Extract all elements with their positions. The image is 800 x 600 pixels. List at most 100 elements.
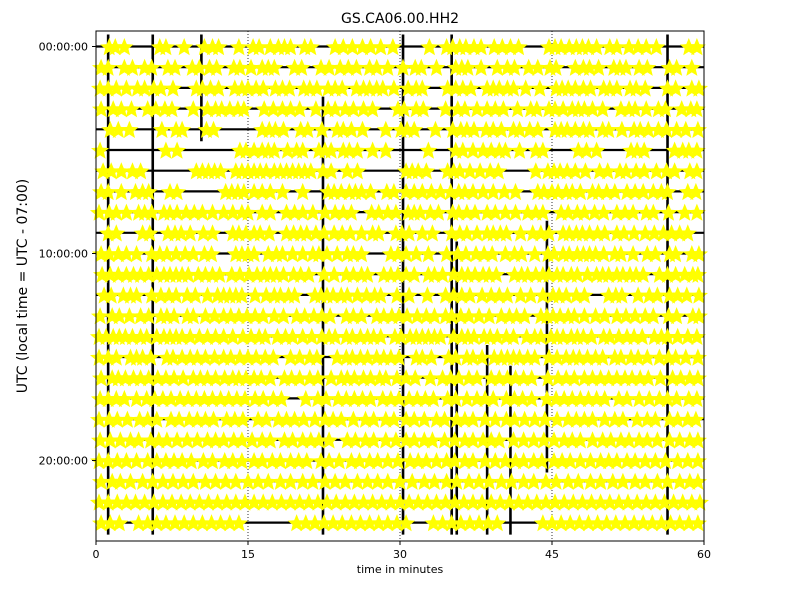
event-marker: [531, 327, 550, 345]
event-marker: [590, 162, 609, 180]
event-marker: [272, 493, 291, 511]
event-marker: [386, 431, 405, 449]
event-marker: [299, 493, 318, 511]
event-marker: [319, 100, 338, 118]
event-marker: [591, 493, 610, 511]
event-marker: [112, 100, 131, 118]
event-marker: [627, 79, 646, 97]
event-marker: [120, 307, 139, 325]
event-marker: [412, 58, 431, 76]
event-marker: [409, 452, 428, 470]
event-marker: [90, 348, 109, 366]
event-marker: [316, 203, 334, 221]
event-marker: [514, 472, 533, 490]
event-marker: [204, 120, 223, 138]
event-marker: [634, 265, 653, 283]
event-marker: [425, 307, 444, 325]
event-marker: [232, 452, 251, 470]
event-marker: [670, 472, 689, 490]
event-marker: [506, 369, 525, 387]
event-marker: [678, 224, 697, 242]
event-marker: [188, 431, 207, 449]
event-marker: [324, 286, 343, 304]
event-marker: [429, 203, 448, 221]
event-marker: [638, 410, 657, 428]
event-marker: [686, 182, 705, 201]
event-marker: [570, 514, 589, 532]
event-marker: [660, 410, 679, 428]
event-marker: [394, 58, 413, 76]
event-marker: [387, 514, 406, 532]
event-marker: [464, 327, 483, 345]
event-marker: [259, 472, 278, 490]
event-marker: [580, 120, 599, 138]
event-marker: [362, 203, 381, 221]
event-marker: [575, 100, 594, 118]
event-marker: [613, 410, 632, 428]
event-marker: [510, 141, 529, 159]
event-marker: [165, 307, 184, 325]
event-marker: [634, 182, 653, 201]
event-marker: [622, 348, 641, 366]
event-marker: [687, 327, 706, 345]
event-marker: [257, 286, 276, 304]
event-marker: [138, 514, 157, 532]
event-marker: [219, 389, 238, 408]
event-marker: [487, 265, 506, 283]
event-marker: [546, 100, 565, 118]
event-marker: [232, 431, 251, 449]
event-marker: [455, 452, 474, 470]
event-marker: [301, 38, 320, 56]
event-marker: [485, 348, 504, 366]
event-marker: [377, 182, 396, 201]
event-marker: [545, 245, 564, 263]
event-marker: [290, 369, 309, 387]
event-marker: [108, 410, 127, 428]
event-marker: [545, 431, 564, 449]
event-marker: [92, 369, 111, 387]
event-marker: [233, 410, 252, 428]
event-marker: [445, 493, 464, 511]
event-marker: [345, 369, 364, 387]
event-marker: [378, 514, 397, 532]
event-marker: [571, 182, 590, 201]
event-marker: [512, 245, 531, 263]
event-marker: [281, 493, 300, 511]
event-marker: [305, 514, 324, 532]
event-marker: [324, 514, 343, 532]
event-marker: [378, 203, 397, 221]
event-marker: [117, 452, 136, 470]
event-marker: [532, 452, 551, 470]
event-marker: [207, 58, 226, 76]
event-marker: [138, 452, 157, 470]
event-marker: [387, 286, 406, 304]
event-marker: [325, 182, 344, 201]
event-marker: [234, 182, 253, 201]
event-marker: [595, 224, 614, 242]
event-marker: [263, 452, 282, 470]
event-marker: [560, 245, 579, 263]
event-marker: [593, 100, 612, 118]
event-marker: [521, 286, 540, 304]
event-marker: [257, 410, 276, 428]
y-tick-label: 10:00:00: [39, 248, 88, 261]
event-marker: [318, 245, 337, 263]
event-marker: [246, 286, 265, 304]
event-marker: [626, 452, 645, 470]
event-marker: [515, 410, 534, 428]
event-marker: [636, 79, 655, 97]
event-marker: [509, 38, 528, 56]
event-marker: [601, 431, 620, 449]
event-marker: [225, 410, 244, 428]
event-marker: [290, 348, 309, 366]
event-marker: [658, 389, 677, 408]
event-marker: [209, 38, 228, 56]
event-marker: [435, 410, 454, 428]
event-marker: [418, 286, 437, 304]
event-marker: [659, 348, 678, 366]
event-marker: [513, 389, 532, 408]
event-marker: [411, 203, 430, 221]
event-marker: [636, 472, 655, 490]
event-marker: [625, 514, 644, 532]
event-marker: [139, 369, 158, 387]
